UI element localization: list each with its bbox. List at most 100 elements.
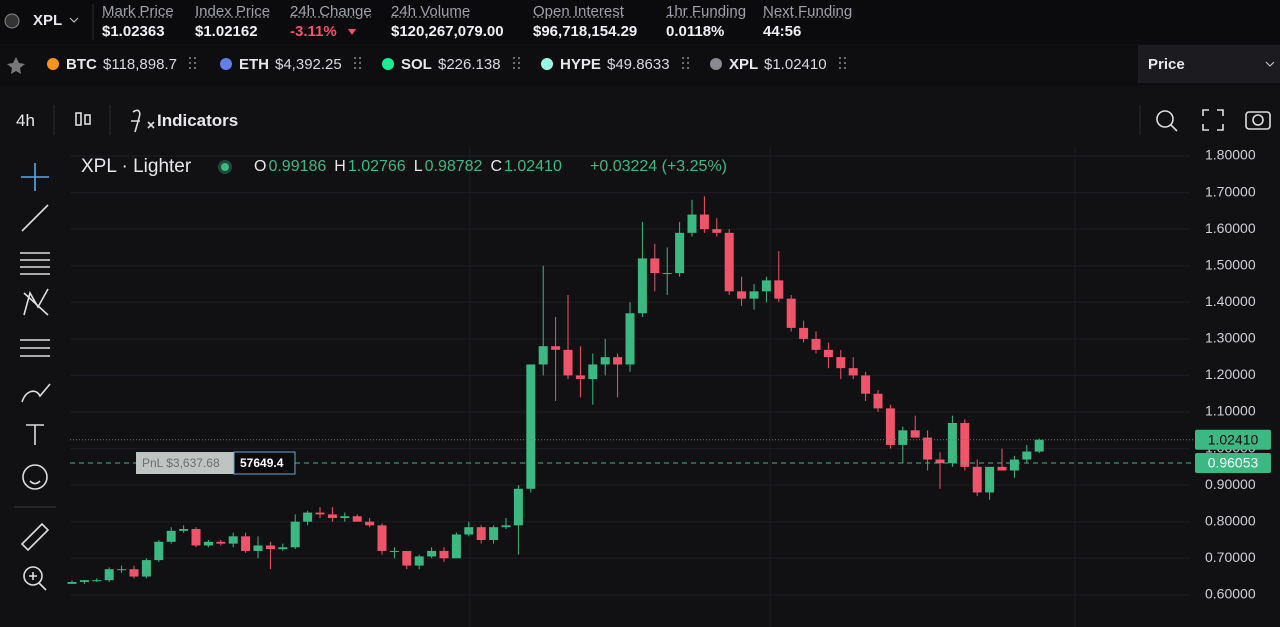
candle-body bbox=[476, 527, 486, 540]
chevron[interactable] bbox=[69, 17, 79, 23]
xpl-icon bbox=[4, 13, 20, 29]
drawing-tools bbox=[14, 163, 56, 591]
candle-body bbox=[340, 516, 350, 519]
candle-body bbox=[737, 291, 747, 299]
candle-body bbox=[352, 516, 362, 522]
candle-body bbox=[836, 357, 846, 369]
stat-label: Index Price bbox=[195, 3, 271, 20]
zoom-tool[interactable] bbox=[23, 566, 43, 586]
candle-body bbox=[402, 550, 412, 566]
stat-value: $96,718,154.29 bbox=[533, 23, 638, 40]
candle-body bbox=[427, 550, 437, 557]
ticker-icon bbox=[220, 58, 232, 70]
indicators[interactable]: Indicators bbox=[157, 111, 239, 130]
drag-handle bbox=[686, 66, 690, 70]
y-tick-label: 1.70000 bbox=[1205, 183, 1256, 199]
stat-value: $120,267,079.00 bbox=[391, 23, 504, 40]
drag-handle bbox=[358, 66, 362, 70]
drag-handle bbox=[681, 66, 685, 70]
fib-tool[interactable] bbox=[20, 252, 50, 275]
price-select-bg[interactable] bbox=[1138, 45, 1280, 83]
drag-handle bbox=[843, 66, 847, 70]
drag-handle bbox=[358, 56, 362, 60]
candle-body bbox=[1034, 439, 1044, 452]
candle-body bbox=[898, 430, 908, 445]
stat-label: 1hr Funding bbox=[666, 3, 747, 20]
ticker-symbol[interactable]: BTC bbox=[66, 56, 97, 73]
candle-body bbox=[179, 529, 189, 531]
candle-body bbox=[228, 536, 238, 544]
pattern-tool[interactable] bbox=[23, 288, 49, 316]
crosshair-tool[interactable] bbox=[21, 163, 49, 191]
pnl-box bbox=[136, 451, 234, 474]
camera-icon[interactable] bbox=[1245, 111, 1271, 130]
stat-label: 24h Change bbox=[290, 3, 372, 20]
candle-body bbox=[588, 364, 598, 380]
drag-handle bbox=[188, 56, 192, 60]
drag-handle bbox=[838, 56, 842, 60]
emoji-tool[interactable] bbox=[29, 480, 41, 485]
price-select[interactable]: Price bbox=[1148, 56, 1185, 73]
size-text: 57649.4 bbox=[240, 456, 284, 470]
candle-body bbox=[960, 422, 970, 467]
ticker-symbol[interactable]: SOL bbox=[401, 56, 432, 73]
symbol[interactable]: XPL bbox=[33, 12, 63, 29]
search-icon[interactable] bbox=[1156, 110, 1174, 128]
candle-body bbox=[799, 327, 809, 339]
candle-body bbox=[104, 569, 114, 581]
candle-body bbox=[972, 466, 982, 493]
candle-body bbox=[439, 550, 449, 559]
ticker-symbol[interactable]: ETH bbox=[239, 56, 269, 73]
candle-body bbox=[166, 530, 176, 542]
fx-icon[interactable] bbox=[131, 109, 155, 133]
search-icon[interactable] bbox=[1170, 124, 1178, 132]
pnl-text: PnL $3,637.68 bbox=[142, 456, 220, 470]
chart-title: XPL · Lighter bbox=[81, 156, 192, 177]
candle-body bbox=[600, 357, 610, 365]
drag-handle bbox=[843, 61, 847, 65]
header-bg bbox=[0, 0, 1280, 44]
fullscreen-icon[interactable] bbox=[1202, 109, 1224, 131]
ohlc-value: 1.02766 bbox=[348, 158, 406, 175]
grid: 0.600000.700000.800000.900001.000001.100… bbox=[70, 147, 1256, 602]
candle-body bbox=[489, 527, 499, 540]
drag-handle bbox=[686, 56, 690, 60]
candle-body bbox=[327, 514, 337, 519]
candle-body bbox=[79, 580, 89, 583]
camera-icon[interactable] bbox=[1252, 114, 1264, 126]
drag-handle bbox=[188, 66, 192, 70]
zoom-tool[interactable] bbox=[29, 572, 47, 591]
ohlc-key: L bbox=[414, 158, 423, 175]
candle-body bbox=[997, 466, 1007, 471]
text-tool[interactable] bbox=[26, 424, 44, 445]
candle-body bbox=[947, 422, 957, 464]
candle-icon[interactable] bbox=[75, 112, 82, 126]
ticker-price: $226.138 bbox=[438, 56, 501, 73]
emoji-tool[interactable] bbox=[22, 464, 48, 490]
stat-value: $1.02162 bbox=[195, 23, 258, 40]
candle-body bbox=[662, 273, 672, 275]
drag-handle bbox=[188, 61, 192, 65]
trendline-tool[interactable] bbox=[21, 204, 49, 232]
status-dot bbox=[221, 163, 229, 171]
candle-icon[interactable] bbox=[84, 114, 91, 125]
drag-handle bbox=[838, 66, 842, 70]
candle-body bbox=[141, 560, 151, 577]
candle-body bbox=[303, 512, 313, 522]
ticker-symbol[interactable]: HYPE bbox=[560, 56, 601, 73]
brush-tool[interactable] bbox=[21, 383, 51, 403]
interval[interactable]: 4h bbox=[16, 111, 35, 130]
star-icon[interactable] bbox=[7, 57, 25, 74]
stat-value: 0.0118% bbox=[666, 23, 725, 40]
projection-tool[interactable] bbox=[20, 339, 50, 357]
y-tick-label: 1.50000 bbox=[1205, 256, 1256, 272]
ticker-symbol[interactable]: XPL bbox=[729, 56, 759, 73]
ruler-tool[interactable] bbox=[20, 522, 50, 552]
candle-body bbox=[67, 582, 77, 584]
candle-body bbox=[625, 313, 635, 365]
drag-handle bbox=[681, 56, 685, 60]
y-tick-label: 1.40000 bbox=[1205, 293, 1256, 309]
candle-body bbox=[117, 569, 127, 571]
ohlc-value: 0.98782 bbox=[425, 158, 483, 175]
